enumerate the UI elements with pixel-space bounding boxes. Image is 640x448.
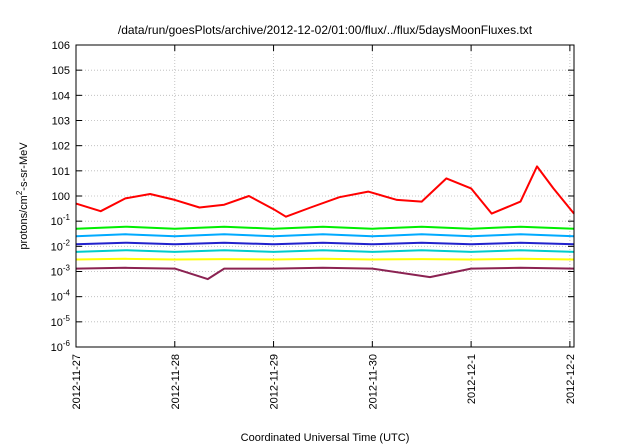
x-tick-label: 2012-11-29: [269, 354, 281, 409]
series-line-5: [75, 249, 575, 253]
y-tick-label: 10-5: [51, 314, 71, 329]
series-line-2: [75, 225, 575, 230]
y-tick-label: 10-1: [51, 213, 71, 228]
y-tick-label: 10-3: [51, 264, 71, 279]
y-tick-label: 10-2: [51, 238, 71, 253]
series-line-6: [75, 257, 575, 261]
x-tick-label: 2012-12-1: [466, 354, 478, 404]
y-tick-label: 100: [52, 191, 70, 203]
y-tick-label: 10-6: [51, 339, 71, 354]
y-axis-label-text: protons/cm2-s-sr-MeV: [15, 142, 30, 250]
y-tick-label: 10-4: [51, 289, 71, 304]
y-tick-label: 105: [52, 65, 70, 77]
x-tick-label: 2012-11-28: [170, 354, 182, 409]
axis-ticks: 10-6 10-5 10-4 10-3 10-2 10-1 100 101 102 103 104 1…: [51, 40, 577, 409]
x-tick-label: 2012-12-2: [565, 354, 577, 404]
series-line-1: [75, 165, 575, 218]
data-series-group: [75, 165, 575, 281]
series-line-3: [75, 233, 575, 238]
y-axis-label: protons/cm2-s-sr-MeV: [15, 142, 30, 250]
y-tick-label: 101: [52, 166, 70, 178]
series-line-4: [75, 241, 575, 246]
y-tick-label: 106: [52, 40, 70, 52]
x-tick-label: 2012-11-30: [367, 354, 379, 409]
grid-lines: [75, 45, 574, 347]
y-tick-label: 102: [52, 141, 70, 153]
x-axis-label: Coordinated Universal Time (UTC): [241, 432, 410, 444]
y-tick-label: 103: [52, 116, 70, 128]
x-tick-label: 2012-11-27: [71, 354, 83, 409]
series-line-7: [75, 266, 575, 281]
chart-title: /data/run/goesPlots/archive/2012-12-02/0…: [118, 23, 533, 37]
y-tick-label: 104: [52, 90, 70, 102]
